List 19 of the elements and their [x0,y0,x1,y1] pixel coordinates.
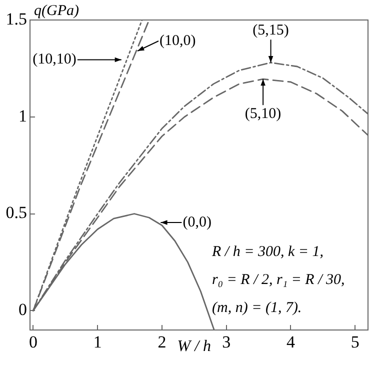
annotation: (m, n) = (1, 7). [212,300,302,316]
y-tick-label: 0.5 [6,203,27,222]
annotation: (5,15) [252,22,289,39]
y-tick-label: 1.5 [6,9,27,28]
annotation: R / h = 300, k = 1, [211,244,324,260]
y-axis-title: q(GPa) [34,2,79,19]
x-tick-label: 5 [350,332,360,352]
annotation: r₀ = R / 2, r₁ = R / 30, [212,272,345,288]
x-tick-label: 2 [158,332,166,352]
annotation: (0,0) [182,214,212,230]
y-tick-label: 1 [18,106,27,126]
x-tick-label: 1 [93,332,102,352]
x-tick-label: 3 [222,332,231,352]
y-tick-label: 0 [18,300,27,320]
x-tick-label: 4 [286,332,296,352]
annotation: (10,10) [32,52,76,68]
x-axis-title: W / h [177,338,212,356]
annotation: (10,0) [160,32,196,49]
annotation: (5,10) [244,106,282,122]
